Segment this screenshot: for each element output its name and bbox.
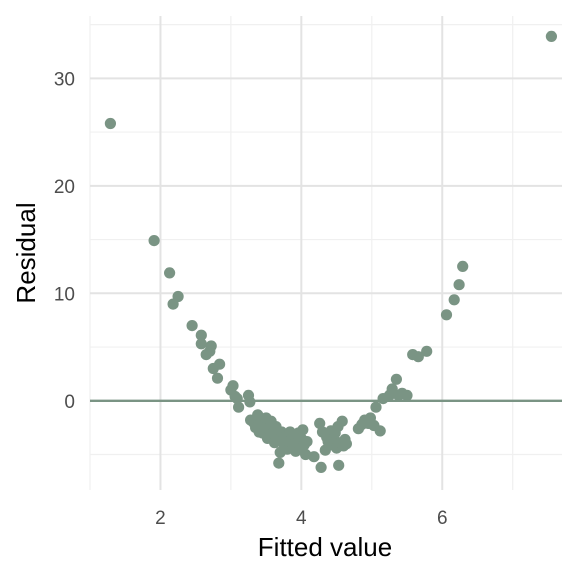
data-point	[340, 438, 352, 450]
data-point	[545, 30, 558, 42]
data-point	[148, 235, 160, 247]
data-point	[233, 401, 245, 413]
data-point	[205, 340, 217, 352]
y-axis-title: Residual	[11, 202, 41, 303]
data-point	[195, 338, 207, 350]
data-point	[336, 415, 348, 427]
data-point	[231, 393, 243, 405]
major-gridlines	[90, 16, 562, 490]
y-tick-label: 30	[54, 69, 75, 90]
data-point	[244, 396, 256, 408]
data-point	[211, 372, 224, 384]
x-tick-label: 2	[155, 508, 166, 529]
data-point	[412, 351, 424, 363]
data-point	[164, 267, 176, 279]
y-tick-label: 0	[64, 392, 75, 413]
data-point	[457, 260, 469, 272]
data-point	[227, 380, 239, 392]
y-axis-tick-labels: 0 10 20 30	[54, 69, 75, 412]
data-point	[440, 309, 453, 321]
data-point	[301, 436, 313, 448]
data-point	[333, 459, 345, 471]
x-axis-title: Fitted value	[258, 532, 392, 562]
data-point	[370, 401, 382, 413]
data-point	[104, 117, 116, 130]
y-tick-label: 10	[54, 284, 75, 305]
data-point	[172, 290, 184, 303]
data-point	[186, 320, 198, 332]
data-point	[421, 345, 433, 357]
data-point	[214, 358, 226, 370]
data-point	[448, 294, 460, 306]
data-point	[374, 425, 386, 437]
data-point	[300, 448, 312, 461]
data-point	[314, 417, 326, 429]
data-point	[315, 461, 327, 473]
data-point	[390, 373, 402, 385]
y-tick-label: 20	[54, 177, 75, 198]
x-axis-tick-labels: 2 4 6	[155, 508, 447, 529]
data-point	[308, 451, 320, 463]
x-tick-label: 6	[437, 508, 448, 529]
x-tick-label: 4	[296, 508, 307, 529]
data-point	[195, 329, 207, 341]
data-points	[104, 30, 558, 473]
data-point	[401, 389, 413, 401]
data-point	[252, 409, 264, 421]
data-point	[273, 457, 285, 469]
data-point	[297, 424, 309, 436]
data-point	[453, 279, 465, 291]
